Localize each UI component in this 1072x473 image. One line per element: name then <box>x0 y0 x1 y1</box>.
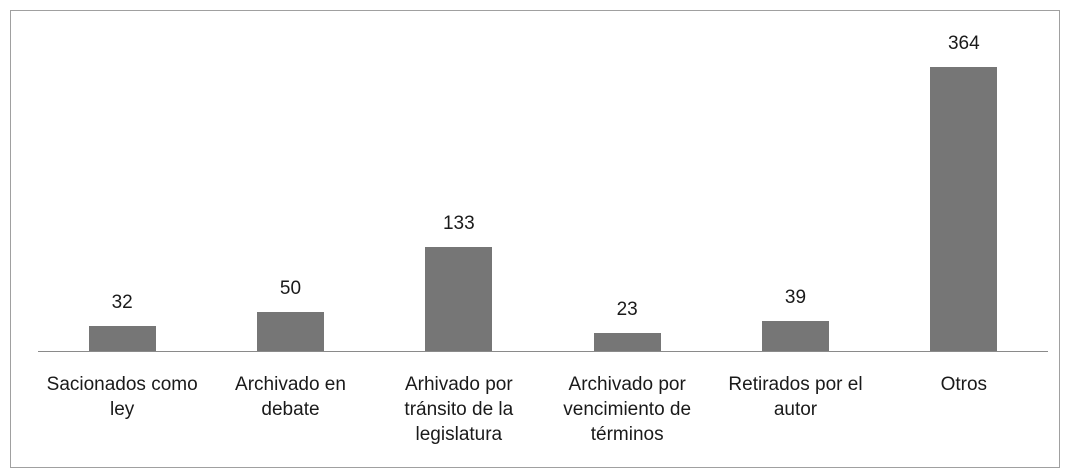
data-label: 50 <box>279 277 302 299</box>
bar <box>761 320 830 351</box>
bar <box>593 333 661 351</box>
x-tick-label: Archivado por vencimiento de términos <box>563 374 692 445</box>
data-label: 39 <box>784 286 807 308</box>
data-label: 23 <box>616 299 638 321</box>
x-axis-line <box>38 351 1048 352</box>
data-label: 32 <box>111 292 133 314</box>
bar <box>930 67 998 351</box>
x-tick-label: Arhivado por tránsito de la legislatura <box>404 374 514 445</box>
bar <box>425 247 493 351</box>
bar <box>88 326 156 351</box>
chart-frame <box>10 10 1060 468</box>
data-label: 133 <box>442 213 475 235</box>
x-tick-label: Archivado en debate <box>235 374 346 420</box>
x-tick-label: Otros <box>940 374 988 395</box>
bar <box>256 311 325 351</box>
data-label: 364 <box>947 33 980 54</box>
x-tick-label: Retirados por el autor <box>728 374 863 420</box>
x-tick-label: Sacionados como ley <box>46 374 198 420</box>
